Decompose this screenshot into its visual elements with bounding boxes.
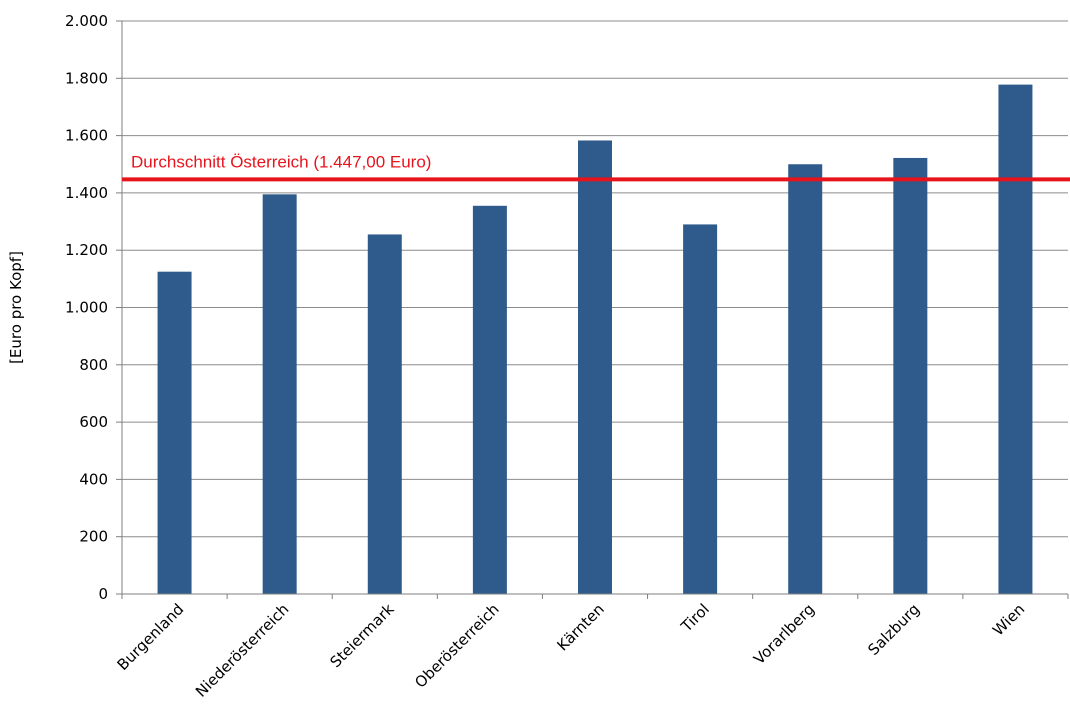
bar — [472, 205, 507, 595]
x-tick-label: Salzburg — [864, 600, 923, 659]
x-tick-labels: Burgenland Niederösterreich Steiermark Ober… — [114, 600, 1029, 701]
y-tick-label: 400 — [79, 470, 108, 488]
bar — [262, 194, 297, 594]
bar — [893, 157, 928, 594]
y-tick-labels: 0 200 400 600 800 1.000 1.200 1.400 1.600 1.800 2.… — [65, 12, 108, 603]
bar — [788, 164, 823, 594]
y-tick-label: 1.800 — [65, 69, 108, 87]
bar — [683, 224, 718, 595]
x-tick-label: Oberösterreich — [411, 600, 502, 691]
average-reference-label: Durchschnitt Österreich (1.447,00 Euro) — [131, 152, 431, 171]
y-tick-label: 1.400 — [65, 184, 108, 202]
y-tick-label: 600 — [79, 413, 108, 431]
y-tick-label: 1.000 — [65, 299, 108, 317]
bar-series — [157, 84, 1033, 595]
y-tick-label: 0 — [98, 585, 108, 603]
y-tick-label: 200 — [79, 528, 108, 546]
y-tick-label: 2.000 — [65, 12, 108, 30]
y-tick-label: 1.200 — [65, 241, 108, 259]
axes — [116, 20, 1069, 599]
x-tick-label: Steiermark — [326, 600, 397, 671]
bar — [367, 234, 402, 594]
x-tick-label: Niederösterreich — [192, 600, 293, 701]
x-tick-label: Kärnten — [554, 600, 608, 654]
y-tick-label: 800 — [79, 356, 108, 374]
x-tick-label: Wien — [989, 600, 1028, 639]
bar — [578, 140, 612, 594]
x-tick-label: Burgenland — [114, 600, 188, 674]
reference-line-group: Durchschnitt Österreich (1.447,00 Euro) — [122, 152, 1070, 182]
bar — [157, 271, 192, 594]
bar — [998, 84, 1033, 594]
y-axis-label: [Euro pro Kopf] — [7, 251, 25, 364]
x-tick-label: Vorarlberg — [750, 600, 818, 668]
x-tick-label: Tirol — [677, 600, 713, 636]
y-tick-label: 1.600 — [65, 127, 108, 145]
